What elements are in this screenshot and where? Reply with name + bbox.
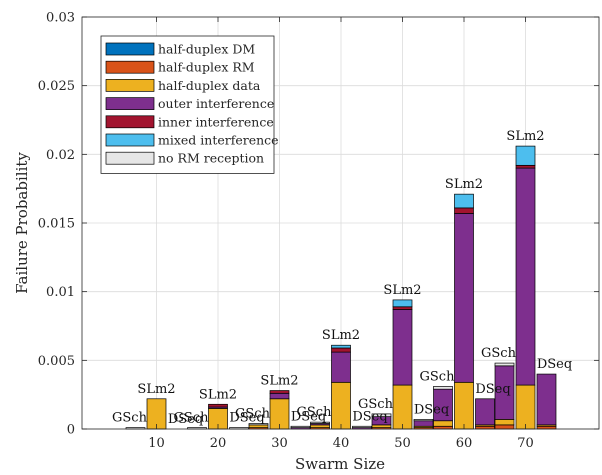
y-tick-label: 0 [67, 423, 75, 438]
bar-segment-gsch-30 [248, 423, 269, 426]
bar-segment-gsch-60 [433, 386, 453, 390]
bar-segment-slm2-70 [515, 167, 536, 386]
legend: half-duplex DM half-duplex RM half-duplex … [100, 35, 279, 174]
bar-segment-gsch-40 [310, 421, 330, 424]
x-axis-title: Swarm Size [295, 455, 385, 473]
bar-label-dseq-30: DSeq [291, 409, 326, 424]
bar-segment-gsch-50 [371, 424, 392, 428]
bar-label-slm2-20: SLm2 [199, 387, 237, 402]
bar-segment-dseq-30 [290, 425, 311, 428]
bar-label-gsch-10: GSch [112, 411, 148, 426]
bar-label-gsch-70: GSch [481, 346, 517, 361]
bar-label-slm2-10: SLm2 [137, 382, 175, 397]
y-tick-label: 0.01 [46, 285, 75, 300]
bar-segment-slm2-50 [392, 309, 413, 386]
x-tick-label: 30 [271, 436, 288, 451]
x-tick-label: 70 [517, 436, 534, 451]
y-tick-label: 0.02 [46, 148, 75, 163]
bar-segment-gsch-70 [494, 362, 515, 367]
bar-segment-slm2-60 [454, 207, 474, 214]
legend-label: outer interference [158, 96, 274, 111]
x-tick-label: 40 [333, 436, 350, 451]
bar-segment-slm2-20 [208, 403, 228, 408]
bar-segment-gsch-60 [433, 420, 453, 427]
bar-segment-slm2-70 [515, 384, 536, 430]
bar-label-dseq-50: DSeq [414, 402, 449, 417]
bar-segment-slm2-70 [515, 145, 536, 166]
bar-segment-dseq-60 [475, 398, 495, 426]
bar-segment-slm2-60 [454, 193, 474, 209]
bar-segment-dseq-60 [475, 425, 495, 430]
bar-label-slm2-30: SLm2 [260, 374, 298, 389]
legend-swatch [105, 151, 155, 165]
bar-label-gsch-40: GSch [297, 405, 333, 420]
legend-label: half-duplex RM [158, 60, 255, 75]
axis-ticks: 0 0.005 0.01 0.015 0.02 0.025 0.03 10 20 30 40 50 60… [38, 11, 599, 451]
bar-labels: GSchSLm2DSeqGSchSLm2DSeqGSchSLm2DSeqGSch… [112, 129, 572, 427]
bar-label-slm2-50: SLm2 [383, 283, 421, 298]
bar-label-gsch-60: GSch [420, 369, 456, 384]
y-tick-label: 0.015 [38, 217, 75, 232]
bar-segment-dseq-50 [413, 419, 434, 422]
x-tick-label: 60 [456, 436, 473, 451]
bar-segment-gsch-60 [433, 425, 453, 430]
bar-segment-gsch-70 [494, 419, 515, 426]
legend-label: mixed interference [158, 133, 279, 148]
legend-label: inner interference [158, 114, 274, 129]
legend-label: half-duplex data [158, 78, 261, 93]
bar-segment-gsch-40 [310, 424, 330, 428]
bar-label-slm2-40: SLm2 [322, 328, 360, 343]
bar-label-slm2-70: SLm2 [506, 129, 544, 144]
bar-label-dseq-60: DSeq [475, 382, 510, 397]
legend-label: no RM reception [158, 151, 264, 166]
bar-label-dseq-20: DSeq [229, 411, 264, 426]
bar-segment-slm2-50 [392, 306, 413, 310]
bar-segment-slm2-30 [269, 390, 290, 394]
bar-segment-slm2-40 [331, 351, 351, 383]
legend-swatch [105, 115, 155, 129]
legend-swatch [105, 60, 155, 74]
bar-segment-dseq-50 [413, 420, 434, 427]
bar-label-gsch-30: GSch [235, 407, 271, 422]
legend-swatch [105, 42, 155, 56]
bar-label-gsch-50: GSch [358, 397, 394, 412]
bar-label-slm2-60: SLm2 [445, 177, 483, 192]
bar-segment-dseq-70 [536, 373, 557, 426]
y-tick-label: 0.005 [38, 354, 75, 369]
y-tick-label: 0.025 [38, 79, 75, 94]
y-tick-label: 0.03 [46, 11, 75, 26]
bar-segment-gsch-50 [371, 413, 392, 417]
bar-segment-slm2-40 [331, 344, 351, 349]
x-tick-label: 20 [210, 436, 227, 451]
bar-segment-slm2-70 [515, 164, 536, 169]
bar-segment-slm2-40 [331, 347, 351, 353]
bar-segment-dseq-70 [536, 425, 557, 430]
bar-segment-slm2-40 [331, 381, 351, 430]
bars [125, 145, 557, 430]
bar-segment-slm2-50 [392, 299, 413, 308]
legend-label: half-duplex DM [158, 42, 255, 57]
bar-segment-slm2-30 [269, 392, 290, 400]
bar-label-gsch-20: GSch [174, 411, 210, 426]
bar-label-dseq-40: DSeq [352, 409, 387, 424]
bar-label-dseq-70: DSeq [537, 357, 572, 372]
legend-swatch [105, 133, 155, 147]
bar-segment-slm2-60 [454, 381, 474, 430]
bar-segment-slm2-50 [392, 384, 413, 430]
bar-segment-dseq-40 [352, 425, 372, 428]
legend-swatch [105, 79, 155, 92]
x-tick-label: 50 [394, 436, 411, 451]
bar-segment-slm2-60 [454, 213, 474, 383]
bar-segment-gsch-70 [494, 424, 515, 430]
x-tick-label: 10 [148, 436, 165, 451]
legend-swatch [105, 97, 155, 110]
bar-label-dseq-10: DSeq [168, 412, 203, 427]
y-axis-title: Failure Probability [13, 152, 31, 294]
